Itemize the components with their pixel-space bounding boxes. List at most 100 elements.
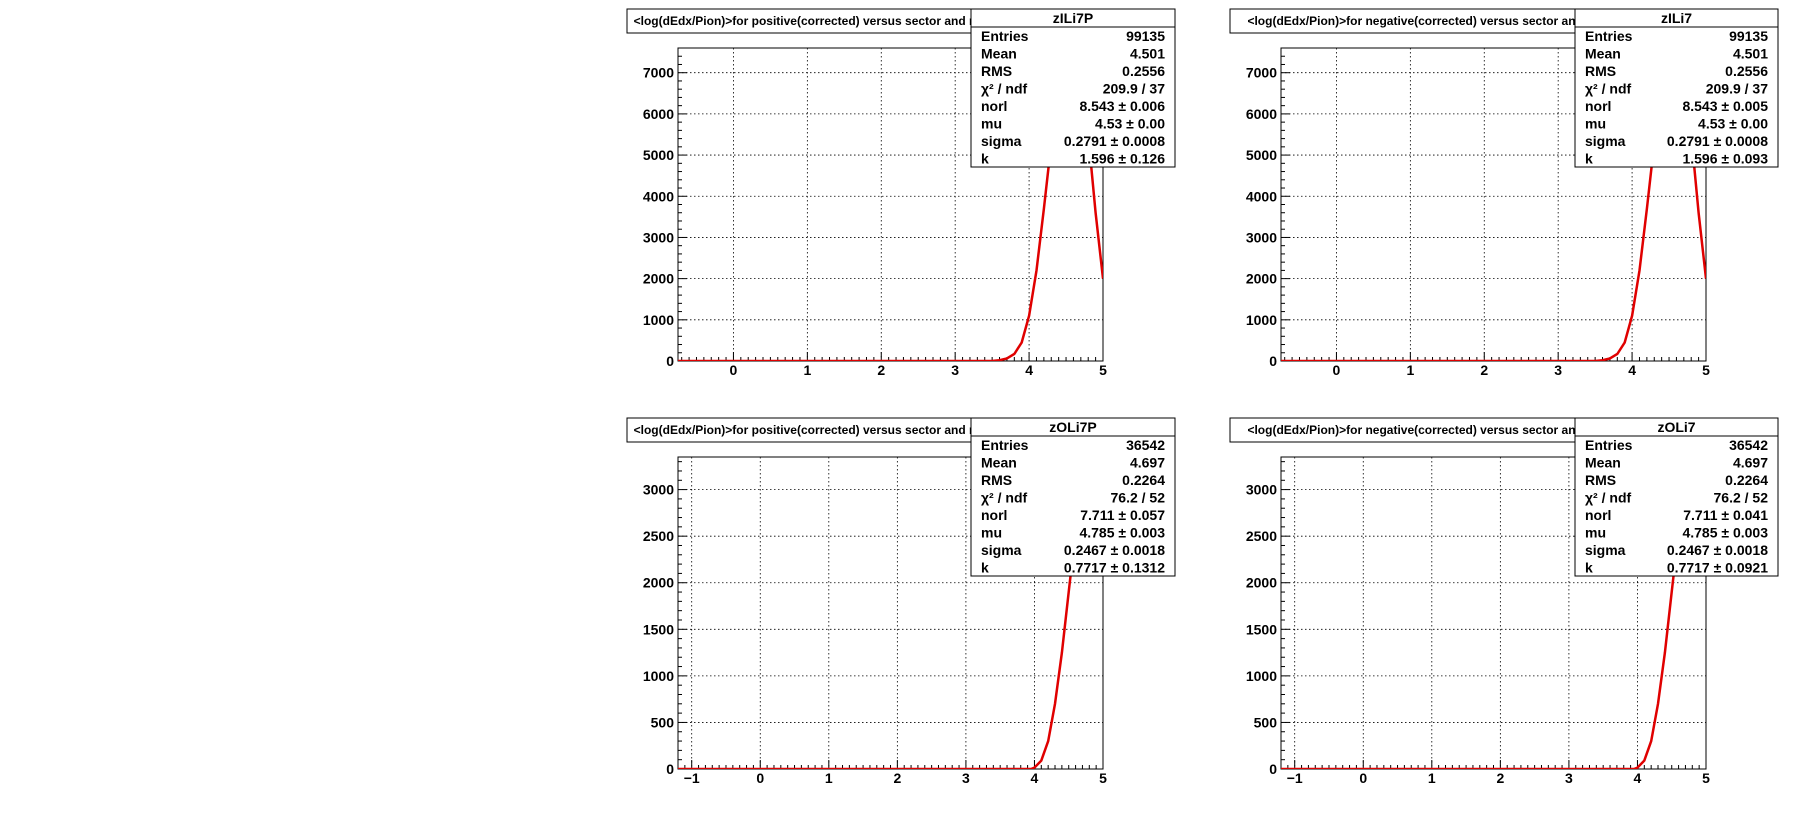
- stat-value: 0.2556: [1122, 63, 1165, 79]
- x-tick-label: 0: [1333, 362, 1341, 378]
- stat-label: RMS: [981, 63, 1012, 79]
- stat-value: 1.596 ± 0.126: [1079, 151, 1165, 167]
- stat-label: sigma: [981, 133, 1022, 149]
- stat-label: norl: [981, 98, 1007, 114]
- stat-label: Entries: [981, 437, 1029, 453]
- stat-value: 0.7717 ± 0.1312: [1064, 560, 1165, 576]
- stat-value: 4.501: [1130, 46, 1165, 62]
- x-tick-label: 4: [1628, 362, 1636, 378]
- y-tick-label: 3000: [1246, 482, 1277, 498]
- stat-value: 209.9 / 37: [1706, 81, 1768, 97]
- stat-label: k: [1585, 151, 1593, 167]
- plot-title: <log(dEdx/Pion)>for negative(corrected) …: [1247, 14, 1608, 28]
- histogram-name: zOLi7P: [1049, 419, 1096, 435]
- x-tick-label: 4: [1031, 770, 1039, 786]
- stat-label: Entries: [1585, 28, 1633, 44]
- stat-value: 76.2 / 52: [1111, 490, 1166, 506]
- y-tick-label: 1000: [643, 668, 674, 684]
- stats-box: [970, 8, 1176, 168]
- stat-label: norl: [1585, 98, 1611, 114]
- histogram-name: zILi7: [1661, 10, 1692, 26]
- title-box: [1229, 417, 1626, 443]
- stat-value: 4.53 ± 0.00: [1698, 116, 1768, 132]
- stat-value: 0.2791 ± 0.0008: [1667, 133, 1768, 149]
- stat-value: 99135: [1729, 28, 1768, 44]
- y-tick-label: 500: [1254, 714, 1278, 730]
- title-box: [626, 417, 998, 443]
- stat-label: k: [981, 151, 989, 167]
- stat-value: 4.785 ± 0.003: [1079, 525, 1165, 541]
- histogram-name: zILi7P: [1053, 10, 1093, 26]
- x-tick-label: −1: [684, 770, 700, 786]
- plot-title: <log(dEdx/Pion)>for positive(corrected) …: [634, 423, 991, 437]
- stat-value: 0.2264: [1725, 472, 1768, 488]
- y-tick-label: 0: [1269, 761, 1277, 777]
- stat-value: 7.711 ± 0.057: [1080, 507, 1165, 523]
- y-tick-label: 1000: [1246, 312, 1277, 328]
- y-tick-label: 1000: [1246, 668, 1277, 684]
- stats-box: [970, 417, 1176, 577]
- stat-label: k: [1585, 560, 1593, 576]
- x-tick-label: 2: [893, 770, 901, 786]
- y-tick-label: 2000: [643, 271, 674, 287]
- chart-panel-1: 0 1 2 3 4 5 0 1000 2000 3000 4000 5000 6000 7000 <log(…: [1229, 8, 1779, 378]
- y-tick-label: 2000: [1246, 271, 1277, 287]
- stat-label: RMS: [1585, 63, 1616, 79]
- stat-value: 0.2556: [1725, 63, 1768, 79]
- x-tick-label: 5: [1702, 770, 1710, 786]
- stat-value: 0.2467 ± 0.0018: [1064, 542, 1165, 558]
- stat-label: sigma: [1585, 542, 1626, 558]
- x-tick-label: 1: [825, 770, 833, 786]
- stat-value: 4.785 ± 0.003: [1682, 525, 1768, 541]
- y-tick-label: 4000: [643, 188, 674, 204]
- stat-value: 76.2 / 52: [1714, 490, 1769, 506]
- x-tick-label: 1: [803, 362, 811, 378]
- y-tick-label: 0: [1269, 353, 1277, 369]
- stat-label: Entries: [1585, 437, 1633, 453]
- stat-label: Mean: [1585, 455, 1621, 471]
- x-tick-label: 0: [756, 770, 764, 786]
- stats-box: [1574, 8, 1779, 168]
- x-tick-label: 5: [1702, 362, 1710, 378]
- plot-title: <log(dEdx/Pion)>for positive(corrected) …: [634, 14, 991, 28]
- x-tick-label: 4: [1025, 362, 1033, 378]
- y-tick-label: 6000: [1246, 106, 1277, 122]
- chart-panel-0: 0 1 2 3 4 5 0 1000 2000 3000 4000 5000 6000 7000 <log(…: [626, 8, 1176, 378]
- y-tick-label: 6000: [643, 106, 674, 122]
- stat-value: 4.697: [1130, 455, 1165, 471]
- stat-label: norl: [981, 507, 1007, 523]
- y-tick-label: 2500: [1246, 528, 1277, 544]
- stat-label: Mean: [981, 46, 1017, 62]
- y-tick-label: 2000: [643, 575, 674, 591]
- x-tick-label: 5: [1099, 770, 1107, 786]
- y-tick-label: 4000: [1246, 188, 1277, 204]
- stat-value: 0.2467 ± 0.0018: [1667, 542, 1768, 558]
- chart-panel-2: −1 0 1 2 3 4 5 0 500 1000 1500 2000 2500 3000 <log(dEd…: [626, 417, 1176, 786]
- stat-value: 8.543 ± 0.005: [1682, 98, 1768, 114]
- x-tick-label: 4: [1634, 770, 1642, 786]
- y-tick-label: 7000: [1246, 65, 1277, 81]
- y-tick-label: 5000: [643, 147, 674, 163]
- histogram-name: zOLi7: [1657, 419, 1695, 435]
- y-tick-label: 5000: [1246, 147, 1277, 163]
- stats-box: [1574, 417, 1779, 577]
- stat-label: RMS: [1585, 472, 1616, 488]
- x-tick-label: −1: [1287, 770, 1303, 786]
- stat-label: χ² / ndf: [981, 490, 1027, 506]
- y-tick-label: 2000: [1246, 575, 1277, 591]
- y-tick-label: 2500: [643, 528, 674, 544]
- x-tick-label: 3: [1554, 362, 1562, 378]
- stat-label: RMS: [981, 472, 1012, 488]
- stat-value: 0.2791 ± 0.0008: [1064, 133, 1165, 149]
- x-tick-label: 5: [1099, 362, 1107, 378]
- y-tick-label: 3000: [643, 482, 674, 498]
- chart-panel-3: −1 0 1 2 3 4 5 0 500 1000 1500 2000 2500 3000 <log(dEd…: [1229, 417, 1779, 786]
- stat-value: 4.697: [1733, 455, 1768, 471]
- stat-label: χ² / ndf: [1585, 81, 1631, 97]
- y-tick-label: 1500: [643, 621, 674, 637]
- stat-value: 7.711 ± 0.041: [1683, 507, 1768, 523]
- title-box: [1229, 8, 1626, 34]
- y-tick-label: 7000: [643, 65, 674, 81]
- stat-value: 209.9 / 37: [1103, 81, 1165, 97]
- x-tick-label: 2: [1480, 362, 1488, 378]
